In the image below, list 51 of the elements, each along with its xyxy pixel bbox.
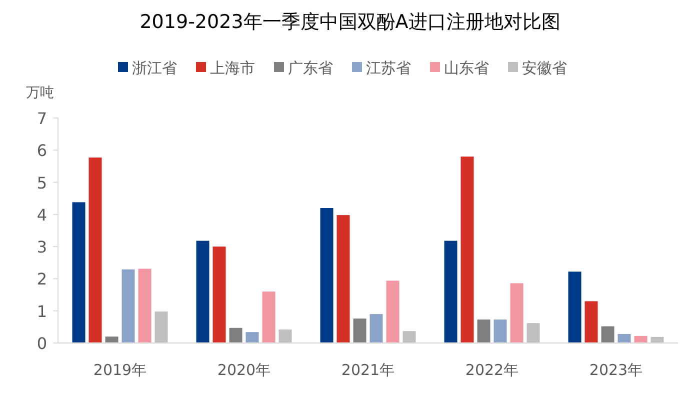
bar <box>618 334 631 343</box>
bar <box>402 331 416 343</box>
bar <box>336 215 350 343</box>
y-tick-label: 4 <box>36 205 48 224</box>
bar <box>460 156 474 343</box>
x-tick-label: 2020年 <box>217 361 271 379</box>
bar <box>494 320 507 343</box>
legend-label: 上海市 <box>210 59 255 77</box>
bar <box>278 330 292 343</box>
bar <box>212 246 226 343</box>
bar <box>262 292 276 343</box>
bar <box>72 202 86 343</box>
bar <box>196 240 210 343</box>
bar <box>105 336 118 343</box>
bar <box>246 332 259 343</box>
bar <box>353 318 366 343</box>
bar <box>510 283 524 343</box>
bar <box>568 272 582 343</box>
x-tick-label: 2021年 <box>341 361 395 379</box>
bar <box>650 336 664 343</box>
legend-label: 广东省 <box>288 59 333 77</box>
y-tick-label: 1 <box>36 302 48 321</box>
x-tick-label: 2019年 <box>93 361 147 379</box>
bar <box>584 301 598 343</box>
chart-title: 2019-2023年一季度中国双酚A进口注册地对比图 <box>140 11 560 33</box>
bar <box>601 326 614 343</box>
bar <box>386 280 400 343</box>
y-tick-label: 5 <box>36 173 48 192</box>
y-tick-label: 2 <box>36 270 48 289</box>
bar <box>370 314 383 343</box>
bar <box>526 323 540 343</box>
legend-label: 江苏省 <box>366 59 411 77</box>
y-axis-title: 万吨 <box>26 85 54 101</box>
legend-label: 安徽省 <box>522 59 567 77</box>
bar <box>444 240 458 343</box>
bar <box>122 269 135 343</box>
bar <box>138 268 152 343</box>
bar <box>154 312 168 343</box>
bar <box>477 320 490 343</box>
legend-label: 山东省 <box>444 59 489 77</box>
bar <box>88 158 102 343</box>
y-tick-label: 6 <box>36 141 48 160</box>
y-tick-label: 0 <box>36 334 48 353</box>
bar <box>229 328 242 343</box>
x-tick-label: 2022年 <box>465 361 519 379</box>
bar <box>320 208 334 343</box>
y-tick-label: 3 <box>36 238 48 257</box>
x-tick-label: 2023年 <box>589 361 643 379</box>
legend-label: 浙江省 <box>132 59 177 77</box>
y-tick-label: 7 <box>36 109 48 128</box>
bar <box>634 336 648 343</box>
